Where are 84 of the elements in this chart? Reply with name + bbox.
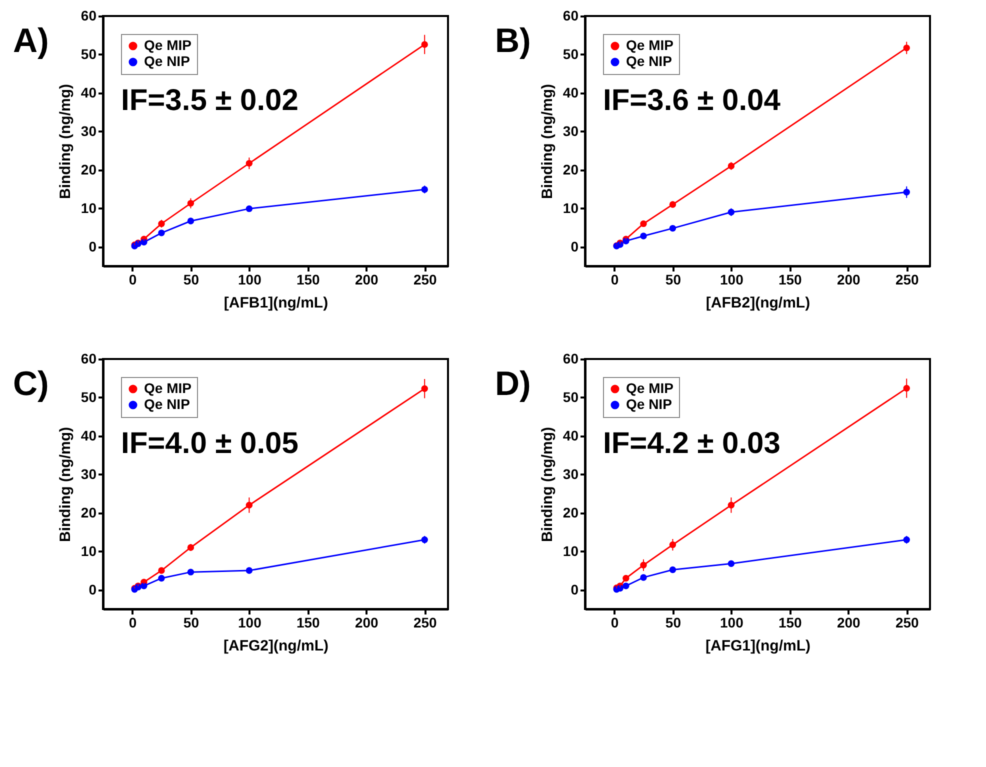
legend-label: Qe NIP	[626, 396, 672, 412]
chart-title: D)	[495, 365, 531, 403]
annotation: IF=3.6 ± 0.04	[603, 84, 781, 117]
y-tick-label: 30	[80, 466, 97, 482]
x-tick-label: 200	[836, 614, 861, 630]
x-axis-title: [AFG1](ng/mL)	[706, 638, 810, 654]
y-tick-label: 0	[570, 238, 579, 254]
x-tick-label: 200	[354, 272, 379, 288]
point	[669, 566, 676, 574]
y-tick-label: 50	[80, 388, 97, 405]
annotation: IF=4.2 ± 0.03	[603, 427, 780, 460]
legend-label: Qe MIP	[626, 380, 674, 396]
x-tick-label: 0	[610, 614, 619, 630]
y-tick-label: 20	[80, 504, 97, 520]
x-tick-label: 250	[413, 614, 438, 630]
y-axis-title: Binding (ng/mg)	[56, 427, 74, 542]
x-tick-label: 200	[354, 614, 379, 630]
y-tick-label: 50	[562, 388, 579, 405]
legend-label: Qe MIP	[144, 37, 192, 53]
y-tick-label: 30	[562, 122, 579, 139]
y-axis-title: Binding (ng/mg)	[538, 84, 556, 199]
chart-title: C)	[13, 365, 49, 403]
x-tick-label: 150	[778, 272, 802, 288]
x-tick-label: 200	[836, 272, 861, 288]
y-tick-label: 20	[562, 161, 579, 178]
point	[622, 582, 630, 590]
point	[640, 574, 647, 581]
x-tick-label: 250	[895, 272, 920, 288]
x-tick-label: 250	[895, 614, 920, 630]
x-tick-label: 100	[238, 614, 262, 630]
y-tick-label: 50	[80, 46, 97, 62]
legend-label: Qe NIP	[144, 396, 190, 412]
y-tick-label: 60	[562, 8, 579, 24]
y-tick-label: 10	[562, 200, 579, 216]
x-tick-label: 100	[720, 272, 744, 288]
y-tick-label: 10	[80, 200, 97, 216]
y-tick-label: 40	[562, 84, 579, 100]
x-tick-label: 0	[128, 272, 137, 288]
point	[669, 224, 676, 232]
x-tick-label: 0	[128, 614, 137, 630]
y-tick-label: 0	[88, 238, 97, 254]
x-tick-label: 50	[665, 272, 682, 288]
point	[728, 560, 735, 567]
x-tick-label: 250	[413, 272, 438, 288]
x-tick-label: 50	[665, 614, 682, 630]
y-tick-label: 30	[562, 466, 579, 482]
x-tick-label: 0	[610, 272, 619, 288]
y-tick-label: 20	[80, 161, 97, 178]
y-axis-title: Binding (ng/mg)	[56, 84, 74, 199]
point	[187, 568, 194, 576]
y-tick-label: 0	[570, 581, 579, 598]
y-tick-label: 40	[562, 427, 579, 444]
x-tick-label: 150	[296, 272, 320, 288]
legend-label: Qe NIP	[144, 53, 190, 69]
x-axis-title: [AFB2](ng/mL)	[706, 294, 810, 312]
x-axis-title: [AFB1](ng/mL)	[224, 294, 328, 312]
x-axis-title: [AFG2](ng/mL)	[224, 638, 328, 654]
point	[640, 232, 647, 240]
annotation: IF=3.5 ± 0.02	[121, 84, 298, 117]
x-tick-label: 150	[296, 614, 320, 630]
point	[158, 574, 165, 582]
chart-title: B)	[495, 22, 531, 60]
legend-label: Qe MIP	[626, 37, 674, 53]
y-tick-label: 40	[80, 84, 97, 100]
chart-title: A)	[13, 22, 49, 60]
y-tick-label: 10	[562, 542, 579, 559]
x-tick-label: 50	[183, 614, 200, 630]
y-tick-label: 20	[562, 504, 579, 520]
legend-label: Qe NIP	[626, 53, 672, 69]
y-tick-label: 30	[80, 122, 97, 139]
x-tick-label: 50	[183, 272, 200, 288]
y-tick-label: 40	[80, 427, 97, 444]
y-tick-label: 60	[562, 350, 579, 366]
x-tick-label: 100	[238, 272, 262, 288]
y-tick-label: 60	[80, 350, 97, 366]
x-tick-label: 150	[778, 614, 802, 630]
annotation: IF=4.0 ± 0.05	[121, 427, 298, 460]
y-axis-title: Binding (ng/mg)	[538, 427, 556, 542]
y-tick-label: 10	[80, 542, 97, 559]
x-tick-label: 100	[720, 614, 744, 630]
y-tick-label: 60	[80, 8, 97, 24]
legend-label: Qe MIP	[144, 380, 192, 396]
y-tick-label: 0	[88, 581, 97, 598]
y-tick-label: 50	[562, 46, 579, 62]
